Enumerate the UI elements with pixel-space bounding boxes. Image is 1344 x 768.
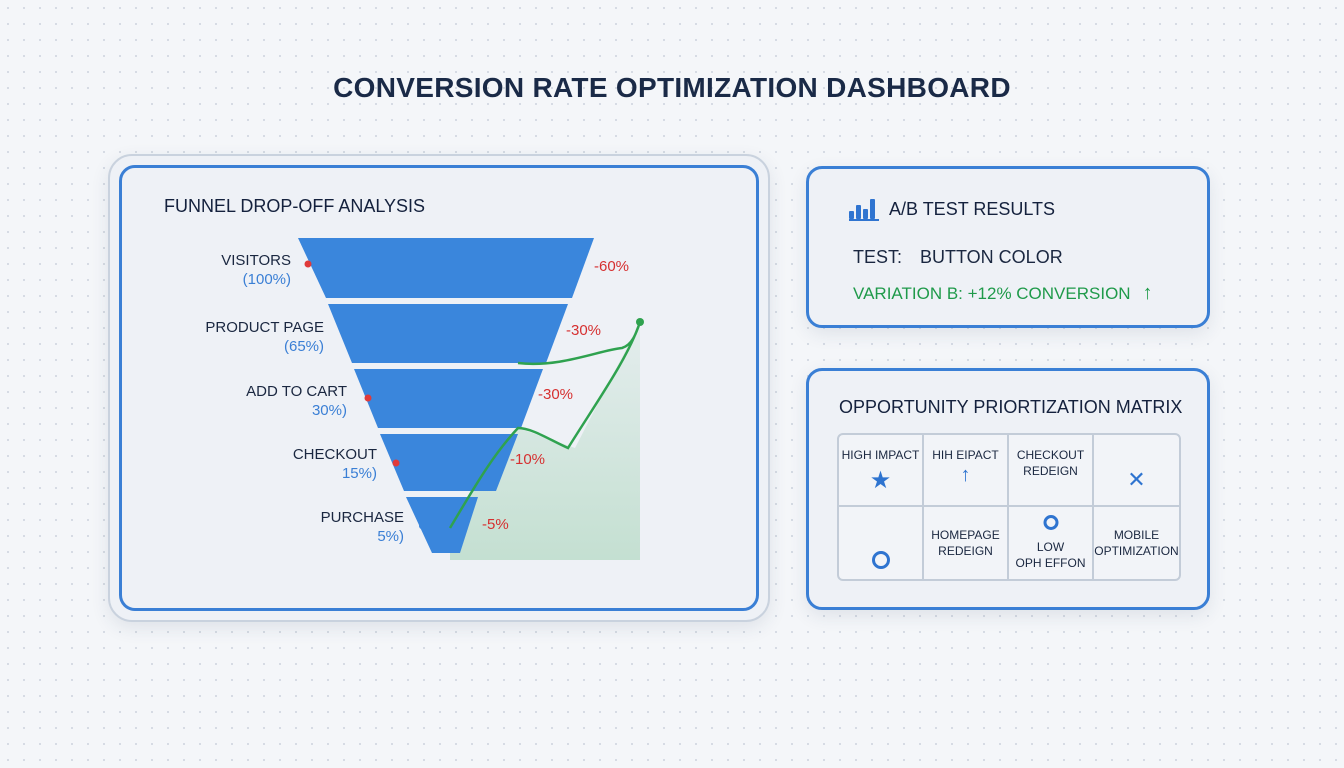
ab-variation-text: VARIATION B: +12% CONVERSION <box>853 284 1131 303</box>
matrix-grid: HIGH IMPACT ★ HIH EIPACT ↑ CHECKOUT REDEI… <box>837 433 1181 581</box>
matrix-cell-high-impact-2[interactable]: HIH EIPACT ↑ <box>924 435 1009 507</box>
matrix-cell-low-effort[interactable]: LOW OPH EFFON <box>1009 507 1094 579</box>
close-icon: ✕ <box>1127 467 1146 492</box>
ab-test-value: BUTTON COLOR <box>920 247 1063 267</box>
matrix-cell-homepage-redesign[interactable]: HOMEPAGE REDEIGN <box>924 507 1009 579</box>
stage-label-add-to-cart: ADD TO CART 30%) <box>246 383 347 419</box>
funnel-stage-checkout <box>380 434 518 491</box>
stage-label-visitors: VISITORS (100%) <box>221 252 291 288</box>
circle-icon <box>871 551 890 569</box>
funnel-stage-add-to-cart <box>354 369 543 428</box>
up-arrow-icon: ↑ <box>1142 282 1153 304</box>
stage-label-checkout: CHECKOUT 15%) <box>292 446 377 482</box>
funnel-stage-visitors <box>298 238 594 298</box>
ab-test-card: A/B TEST RESULTS TEST: BUTTON COLOR VARIA… <box>806 166 1210 328</box>
trend-line <box>448 321 642 529</box>
funnel-stage-product-page <box>328 304 568 363</box>
drop-label-purchase: -5% <box>482 516 509 533</box>
bar-chart-icon <box>849 197 879 221</box>
matrix-title: OPPORTUNITY PRIORTIZATION MATRIX <box>839 397 1183 417</box>
funnel-title: FUNNEL DROP-OFF ANALYSIS <box>164 196 426 216</box>
ab-test-name: TEST: BUTTON COLOR <box>853 247 1063 268</box>
star-icon: ★ <box>869 467 892 494</box>
page-title: CONVERSION RATE OPTIMIZATION DASHBOARD <box>333 72 1011 103</box>
matrix-cell-checkout-redesign[interactable]: CHECKOUT REDEIGN <box>1009 435 1094 507</box>
matrix-cell-mobile-optimization[interactable]: MOBILE OPTIMIZATION <box>1094 528 1179 558</box>
stage-marker-checkout <box>392 459 400 467</box>
matrix-cell-remove[interactable]: ✕ <box>1094 435 1179 507</box>
ab-variation-result: VARIATION B: +12% CONVERSION ↑ <box>853 282 1153 305</box>
stage-marker-purchase <box>419 523 425 529</box>
drop-label-add-to-cart: -30% <box>538 386 574 403</box>
trend-end-marker <box>636 318 644 326</box>
matrix-cell-quick-win[interactable] <box>839 507 924 579</box>
stage-marker-visitors <box>304 260 312 268</box>
stage-marker-add-to-cart <box>364 394 372 402</box>
opportunity-matrix-card: OPPORTUNITY PRIORTIZATION MATRIX HIGH IM… <box>806 368 1210 610</box>
trend-area <box>450 322 640 560</box>
drop-label-product-page: -30% <box>566 322 602 339</box>
drop-label-visitors: -60% <box>594 258 630 275</box>
ab-test-key: TEST: <box>853 247 903 267</box>
circle-icon <box>1043 515 1058 530</box>
matrix-cell-high-impact[interactable]: HIGH IMPACT ★ <box>839 435 924 507</box>
drop-label-checkout: -10% <box>510 451 546 468</box>
up-arrow-icon: ↑ <box>960 464 971 486</box>
ab-test-title: A/B TEST RESULTS <box>889 198 1056 219</box>
stage-label-purchase: PURCHASE 5%) <box>320 509 404 545</box>
stage-label-product-page: PRODUCT PAGE (65%) <box>205 319 324 355</box>
